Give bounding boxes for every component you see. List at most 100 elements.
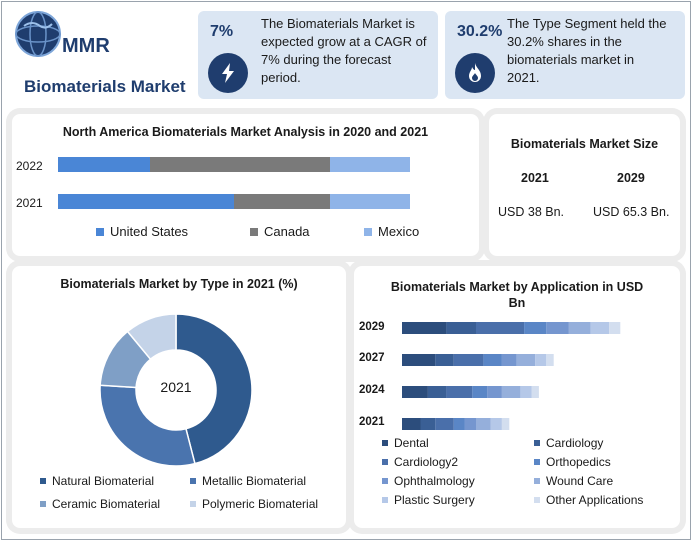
legend-swatch bbox=[40, 478, 46, 484]
bar-segment-cardiology2 bbox=[453, 354, 484, 366]
bar-segment-wound-care bbox=[568, 322, 591, 334]
legend-swatch bbox=[40, 501, 46, 507]
market-size-panel: Biomaterials Market Size 2021 2029 USD 3… bbox=[489, 114, 680, 256]
bar-category-label: 2024 bbox=[359, 384, 385, 396]
legend-swatch bbox=[534, 440, 540, 446]
stat-card-cagr: 7% The Biomaterials Market is expected g… bbox=[198, 11, 438, 99]
page-title: Biomaterials Market bbox=[24, 77, 186, 96]
bar-segment-ophthalmology bbox=[501, 354, 517, 366]
bar-segment-plastic-surgery bbox=[590, 322, 610, 334]
bar-segment-cardiology2 bbox=[476, 322, 525, 334]
legend-label: Mexico bbox=[378, 224, 420, 239]
donut-center-label: 2021 bbox=[160, 379, 192, 395]
legend-item-us: United States bbox=[96, 224, 188, 239]
size-value: USD 65.3 Bn. bbox=[593, 205, 670, 219]
legend-label: Cardiology2 bbox=[394, 455, 459, 469]
bar-segment-wound-care bbox=[501, 386, 521, 398]
stat-text-line: 30.2% shares in the bbox=[507, 34, 622, 49]
stat-card-share: 30.2% The Type Segment held the 30.2% sh… bbox=[445, 11, 685, 99]
bar-segment-canada bbox=[150, 157, 330, 172]
legend-label: Natural Biomaterial bbox=[52, 474, 155, 488]
bar-segment-ophthalmology bbox=[487, 386, 502, 398]
legend-swatch bbox=[250, 227, 258, 236]
bar-segment-mexico bbox=[330, 157, 410, 172]
legend-label: Dental bbox=[394, 436, 429, 450]
stat-text-line: period. bbox=[261, 70, 301, 85]
legend-label: Cardiology bbox=[546, 436, 604, 450]
bar-segment-other-applications bbox=[501, 418, 510, 430]
chart-title: Biomaterials Market by Type in 2021 (%) bbox=[60, 277, 298, 291]
bar-segment-dental bbox=[402, 386, 428, 398]
stat-percentage: 7% bbox=[210, 23, 234, 40]
bar-segment-other-applications bbox=[546, 354, 554, 366]
legend-item-ceramic: Ceramic Biomaterial bbox=[40, 497, 160, 511]
bar-segment-cardiology bbox=[435, 354, 454, 366]
legend-swatch bbox=[96, 227, 104, 236]
bar-segment-plastic-surgery bbox=[520, 386, 532, 398]
bar-category-label: 2029 bbox=[359, 321, 385, 333]
chart-title: Biomaterials Market by Application in US… bbox=[390, 280, 644, 310]
legend-label: Polymeric Biomaterial bbox=[202, 497, 319, 511]
bar-segment-orthopedics bbox=[483, 354, 502, 366]
bar-segment-ophthalmology bbox=[464, 418, 476, 430]
bar-category-label: 2021 bbox=[359, 416, 385, 428]
bar-segment-dental bbox=[402, 322, 447, 334]
legend-label: Metallic Biomaterial bbox=[202, 474, 307, 488]
bar-category-label: 2027 bbox=[359, 352, 385, 364]
legend-label: Ophthalmology bbox=[394, 474, 475, 488]
stat-percentage: 30.2% bbox=[457, 23, 503, 40]
legend-swatch bbox=[364, 227, 372, 236]
legend-item-ophthalmology: Ophthalmology bbox=[382, 474, 475, 488]
legend-swatch bbox=[382, 459, 388, 465]
bar-segment-other-applications bbox=[609, 322, 621, 334]
stat-text-line: 2021. bbox=[507, 70, 540, 85]
legend-item-canada: Canada bbox=[250, 224, 310, 239]
size-year: 2021 bbox=[521, 171, 549, 185]
bar-category-label: 2022 bbox=[16, 159, 43, 173]
bar-segment-wound-care bbox=[476, 418, 491, 430]
bar-segment-united-states bbox=[58, 194, 234, 209]
legend-item-plastic-surgery: Plastic Surgery bbox=[382, 493, 475, 507]
legend-item-wound-care: Wound Care bbox=[534, 474, 613, 488]
chart-title: North America Biomaterials Market Analys… bbox=[62, 125, 429, 139]
flame-icon bbox=[455, 53, 495, 93]
legend-item-dental: Dental bbox=[382, 436, 429, 450]
bar-segment-dental bbox=[402, 354, 436, 366]
legend-swatch bbox=[534, 497, 540, 503]
legend-label: Other Applications bbox=[546, 493, 644, 507]
application-bars bbox=[402, 322, 621, 430]
bar-segment-mexico bbox=[330, 194, 410, 209]
legend-label: Wound Care bbox=[546, 474, 614, 488]
application-panel: Biomaterials Market by Application in US… bbox=[354, 266, 680, 528]
legend-label: Canada bbox=[264, 224, 310, 239]
legend-item-metallic: Metallic Biomaterial bbox=[190, 474, 306, 488]
legend-label: Plastic Surgery bbox=[394, 493, 475, 507]
bar-segment-cardiology bbox=[427, 386, 447, 398]
legend-swatch bbox=[534, 478, 540, 484]
legend-item-orthopedics: Orthopedics bbox=[534, 455, 611, 469]
donut-slice-metallic-biomaterial bbox=[99, 384, 196, 467]
type-panel: Biomaterials Market by Type in 2021 (%) … bbox=[12, 266, 346, 528]
donut-slice-polymeric-biomaterial bbox=[126, 313, 177, 361]
legend-item-polymeric: Polymeric Biomaterial bbox=[190, 497, 318, 511]
type-donut-chart bbox=[99, 313, 253, 467]
north-america-panel: North America Biomaterials Market Analys… bbox=[12, 114, 479, 256]
mmr-logo: MMR bbox=[10, 8, 130, 68]
size-year: 2029 bbox=[617, 171, 645, 185]
legend-swatch bbox=[382, 478, 388, 484]
bar-segment-cardiology2 bbox=[435, 418, 454, 430]
bar-segment-plastic-surgery bbox=[535, 354, 547, 366]
legend-item-cardiology: Cardiology bbox=[534, 436, 603, 450]
legend-label: Ceramic Biomaterial bbox=[52, 497, 161, 511]
legend-swatch bbox=[190, 478, 196, 484]
bar-segment-wound-care bbox=[516, 354, 536, 366]
legend-item-natural: Natural Biomaterial bbox=[40, 474, 154, 488]
bar-segment-plastic-surgery bbox=[490, 418, 502, 430]
bar-segment-orthopedics bbox=[472, 386, 488, 398]
donut-slice-natural-biomaterial bbox=[175, 313, 253, 465]
stat-text-line: biomaterials market in bbox=[507, 52, 635, 67]
bar-segment-cardiology bbox=[446, 322, 476, 334]
legend-swatch bbox=[382, 440, 388, 446]
bar-segment-cardiology bbox=[420, 418, 436, 430]
